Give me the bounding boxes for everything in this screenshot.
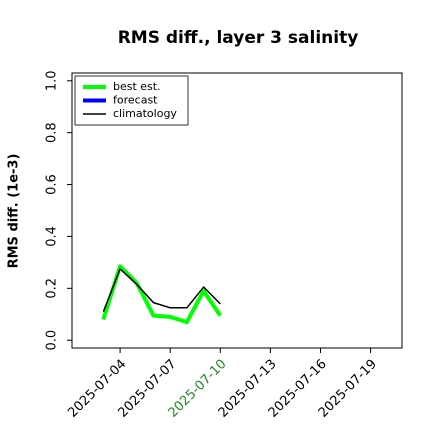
chart-title: RMS diff., layer 3 salinity [118,28,359,48]
line-series [101,264,222,325]
plot-frame [71,72,403,349]
y-axis-label: RMS diff. (1e-3) [7,154,22,269]
y-tick-label: 0.6 [45,174,60,195]
y-tick-label: 0.8 [45,122,60,143]
y-tick-label: 0.0 [45,330,60,351]
legend-label: best est. [113,80,161,93]
legend-label: forecast [113,94,158,107]
line-series [102,268,221,312]
y-tick-label: 0.4 [45,226,60,247]
legend-label: climatology [113,107,177,120]
y-tick-label: 1.0 [45,70,60,91]
y-tick-label: 0.2 [45,278,60,299]
